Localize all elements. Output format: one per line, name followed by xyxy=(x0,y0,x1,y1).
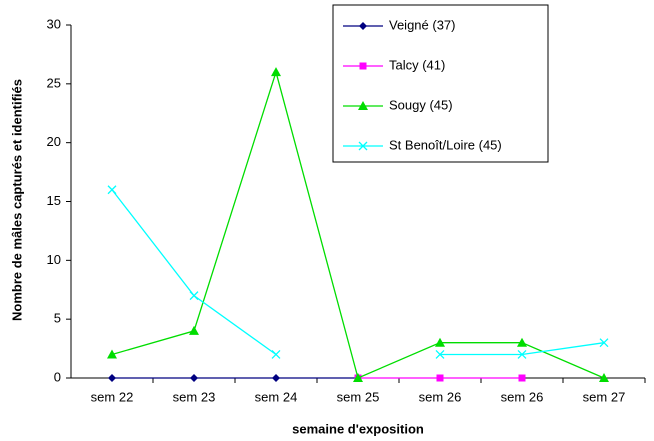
data-point xyxy=(189,325,199,335)
data-point xyxy=(108,374,116,382)
data-point xyxy=(435,337,445,347)
x-tick-label: sem 27 xyxy=(583,389,626,404)
y-tick-label: 30 xyxy=(47,16,61,31)
data-point xyxy=(271,350,281,359)
x-tick-label: sem 26 xyxy=(501,389,544,404)
y-tick-label: 5 xyxy=(54,311,61,326)
data-point xyxy=(353,373,363,382)
data-point xyxy=(272,374,280,382)
x-tick-label: sem 22 xyxy=(91,389,134,404)
data-point xyxy=(518,374,526,382)
legend-box xyxy=(332,4,549,163)
y-tick-label: 25 xyxy=(47,75,61,90)
legend-marker xyxy=(358,141,368,151)
data-point xyxy=(436,374,444,382)
y-tick-label: 10 xyxy=(47,252,61,267)
data-point xyxy=(271,67,281,77)
x-tick-label: sem 24 xyxy=(255,389,298,404)
legend-label: Talcy (41) xyxy=(389,57,445,72)
x-axis-label: semaine d'exposition xyxy=(292,421,424,436)
data-point xyxy=(517,337,527,347)
y-tick-label: 0 xyxy=(54,369,61,384)
data-point xyxy=(517,350,527,359)
legend-label: Veigné (37) xyxy=(389,17,456,32)
data-point xyxy=(189,291,199,301)
legend-marker xyxy=(358,101,368,110)
x-tick-label: sem 25 xyxy=(337,389,380,404)
data-point xyxy=(599,373,609,382)
data-point xyxy=(190,374,198,382)
series-line xyxy=(111,189,605,356)
y-tick-label: 20 xyxy=(47,134,61,149)
y-axis-label: Nombre de mâles capturés et identifiés xyxy=(9,79,24,321)
legend-marker xyxy=(359,22,367,30)
y-tick-label: 15 xyxy=(47,193,61,208)
x-tick-label: sem 23 xyxy=(173,389,216,404)
legend-label: Sougy (45) xyxy=(389,97,453,112)
data-point xyxy=(107,185,117,195)
legend-marker xyxy=(359,62,367,70)
data-point xyxy=(107,349,117,359)
data-point xyxy=(599,338,609,348)
x-tick-label: sem 26 xyxy=(419,389,462,404)
legend-label: St Benoît/Loire (45) xyxy=(389,137,502,152)
data-point xyxy=(435,350,445,359)
